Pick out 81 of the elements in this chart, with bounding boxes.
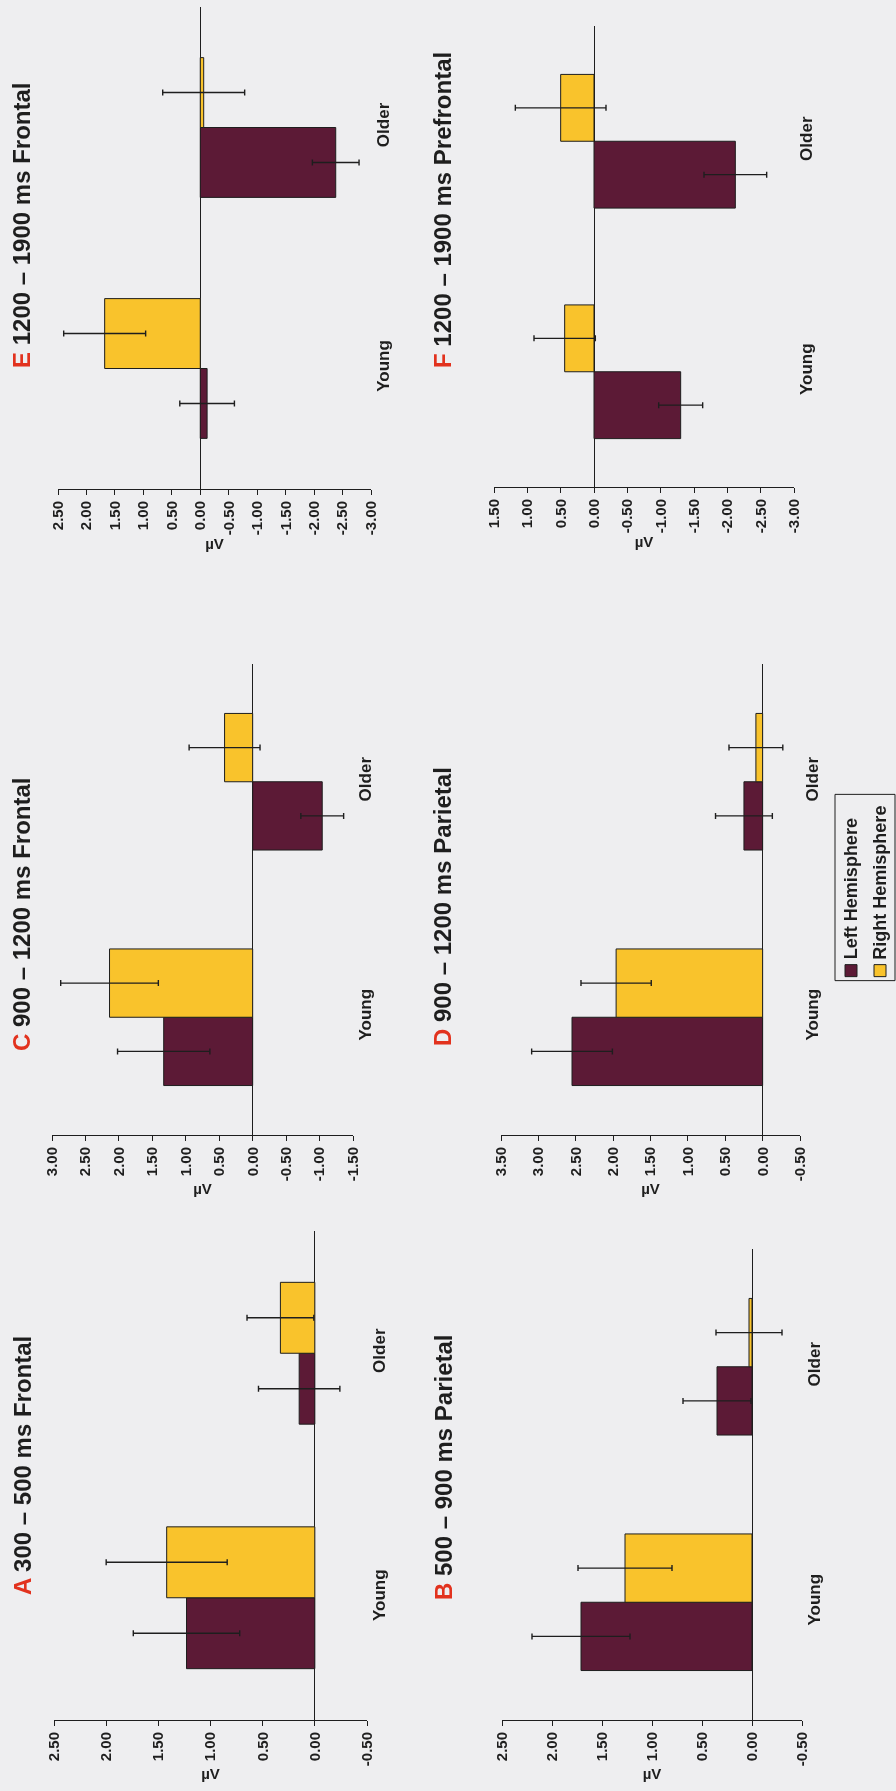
text: A 300 – 500 ms Frontal (9, 1335, 36, 1595)
x-tick-label: -2.50 (751, 499, 769, 534)
y-tick-label: Older (374, 102, 393, 148)
y-tick-label: Older (370, 1328, 389, 1373)
x-tick-label: -3.00 (784, 499, 802, 534)
x-tick-label: 2.00 (97, 1732, 115, 1762)
x-tick-label: -0.50 (357, 1732, 375, 1767)
x-axis-title: µV (642, 1765, 662, 1783)
x-tick-label: 1.50 (143, 1147, 161, 1177)
x-tick-label: 0.50 (162, 501, 180, 531)
x-tick-label: 2.50 (44, 1732, 62, 1762)
x-tick-label: 1.50 (592, 1732, 610, 1762)
x-tick-label: 2.00 (109, 1147, 127, 1177)
x-tick-label: 0.50 (210, 1147, 228, 1177)
x-axis-title: µV (205, 535, 224, 553)
x-tick-label: 2.50 (566, 1147, 584, 1177)
x-tick-label: 2.50 (76, 1147, 94, 1177)
text: C 900 – 1200 ms Frontal (8, 777, 35, 1051)
x-tick-label: -2.50 (333, 501, 351, 536)
x-tick-label: 1.00 (176, 1147, 194, 1177)
y-tick-label: Young (805, 1573, 824, 1626)
x-tick-label: -0.50 (219, 501, 237, 536)
text: B 500 – 900 ms Parietal (430, 1334, 457, 1600)
x-tick-label: 0.50 (692, 1732, 710, 1762)
x-tick-label: -3.00 (361, 501, 379, 536)
y-tick-label: Older (356, 756, 375, 802)
x-tick-label: 2.50 (492, 1732, 510, 1762)
x-tick-label: -1.00 (310, 1147, 328, 1182)
x-tick-label: 2.00 (542, 1732, 560, 1762)
x-tick-label: 2.00 (604, 1147, 622, 1177)
x-tick-label: 0.00 (584, 499, 602, 529)
x-tick-label: 1.50 (484, 499, 502, 529)
x-tick-label: 0.50 (716, 1147, 734, 1177)
x-axis-title: µV (201, 1765, 220, 1783)
text: Right Hemisphere (870, 805, 891, 960)
x-tick-label: -0.50 (276, 1147, 294, 1182)
x-tick-label: -1.50 (276, 501, 294, 536)
x-tick-label: 0.00 (191, 501, 209, 531)
x-tick-label: -0.50 (618, 499, 636, 534)
text: F 1200 – 1900 ms Prefrontal (429, 51, 456, 368)
x-tick-label: -1.50 (684, 499, 702, 534)
x-tick-label: 0.00 (305, 1732, 323, 1762)
x-tick-label: 0.00 (243, 1147, 261, 1177)
x-tick-label: 1.50 (105, 501, 123, 531)
x-tick-label: 3.50 (491, 1147, 509, 1177)
x-tick-label: 0.00 (753, 1147, 771, 1177)
y-tick-label: Older (803, 756, 822, 802)
y-tick-label: Older (805, 1341, 824, 1387)
x-axis-title: µV (641, 1180, 660, 1198)
x-tick-label: 0.50 (253, 1732, 271, 1762)
x-tick-label: -1.50 (343, 1147, 361, 1182)
x-axis-title: µV (634, 533, 654, 551)
x-tick-label: 2.50 (48, 501, 66, 531)
x-tick-label: -0.50 (790, 1147, 808, 1182)
x-tick-label: 0.50 (551, 499, 569, 529)
x-tick-label: 3.00 (42, 1147, 60, 1177)
x-axis-title: µV (193, 1180, 212, 1198)
x-tick-label: -1.00 (651, 499, 669, 534)
x-tick-label: -0.50 (792, 1732, 810, 1767)
y-tick-label: Young (356, 988, 375, 1041)
x-tick-label: -1.00 (248, 501, 266, 536)
x-tick-label: 3.00 (529, 1147, 547, 1177)
x-tick-label: 0.00 (742, 1732, 760, 1762)
x-tick-label: 1.00 (518, 499, 536, 529)
x-tick-label: 1.50 (641, 1147, 659, 1177)
x-tick-label: 1.00 (678, 1147, 696, 1177)
x-tick-label: -2.00 (304, 501, 322, 536)
text: D 900 – 1200 ms Parietal (429, 767, 456, 1046)
x-tick-label: 1.00 (201, 1732, 219, 1762)
y-tick-label: Older (797, 116, 816, 161)
x-tick-label: 1.50 (149, 1732, 167, 1762)
text: Left Hemisphere (840, 818, 861, 960)
y-tick-label: Young (374, 340, 393, 392)
x-tick-label: 1.00 (642, 1732, 660, 1762)
x-tick-label: 2.00 (77, 501, 95, 531)
x-tick-label: 1.00 (134, 501, 152, 531)
y-tick-label: Young (803, 988, 822, 1041)
text: E 1200 – 1900 ms Frontal (8, 82, 35, 368)
y-tick-label: Young (797, 343, 816, 396)
y-tick-label: Young (370, 1569, 389, 1622)
x-tick-label: -2.00 (718, 499, 736, 534)
